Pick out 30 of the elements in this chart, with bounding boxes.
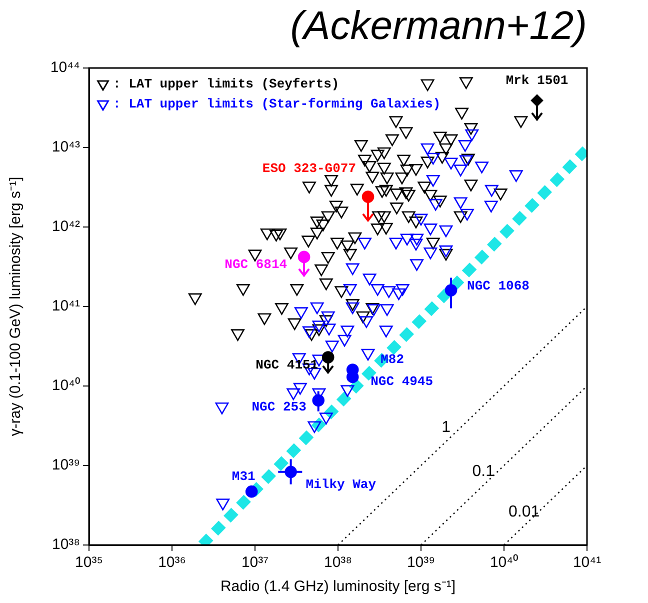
y-tick-label: 10³⁸ bbox=[52, 536, 80, 554]
y-axis-title: γ-ray (0.1-100 GeV) luminosity [erg s⁻¹] bbox=[7, 176, 24, 436]
y-tick-label: 10⁴¹ bbox=[52, 298, 80, 315]
series-label: NGC 253 bbox=[252, 400, 307, 415]
x-axis-title: Radio (1.4 GHz) luminosity [erg s⁻¹] bbox=[220, 578, 456, 596]
y-tick-label: 10⁴⁴ bbox=[50, 59, 80, 76]
series-label: M31 bbox=[232, 468, 256, 484]
x-tick-label: 10³⁶ bbox=[158, 554, 186, 572]
x-tick-label: 10³⁸ bbox=[324, 554, 352, 572]
series-label: Milky Way bbox=[306, 477, 376, 492]
series-label: 1 bbox=[442, 419, 451, 436]
series-label: Mrk 1501 bbox=[506, 72, 568, 88]
x-tick-label: 10³⁹ bbox=[406, 554, 436, 572]
y-tick-label: 10⁴² bbox=[52, 218, 80, 236]
series-label: 0.1 bbox=[472, 462, 495, 480]
y-tick-label: 10⁴⁰ bbox=[52, 377, 80, 394]
x-tick-label: 10⁴¹ bbox=[572, 554, 602, 572]
series-label: NGC 6814 bbox=[224, 257, 288, 272]
x-tick-label: 10⁴⁰ bbox=[490, 554, 518, 572]
legend-label: : LAT upper limits (Star-forming Galaxies) bbox=[113, 96, 441, 112]
x-tick-label: 10³⁷ bbox=[241, 554, 269, 572]
legend-label: : LAT upper limits (Seyferts) bbox=[113, 76, 340, 92]
series-label: NGC 1068 bbox=[467, 278, 530, 294]
chart-title: (Ackermann+12) bbox=[290, 4, 587, 48]
y-tick-label: 10⁴³ bbox=[52, 138, 80, 156]
series-label: NGC 4945 bbox=[370, 374, 434, 390]
series-label: 0.01 bbox=[508, 503, 540, 520]
y-tick-label: 10³⁹ bbox=[52, 456, 80, 474]
series-label: ESO 323-G077 bbox=[262, 161, 356, 176]
x-tick-label: 10³⁵ bbox=[75, 554, 103, 572]
